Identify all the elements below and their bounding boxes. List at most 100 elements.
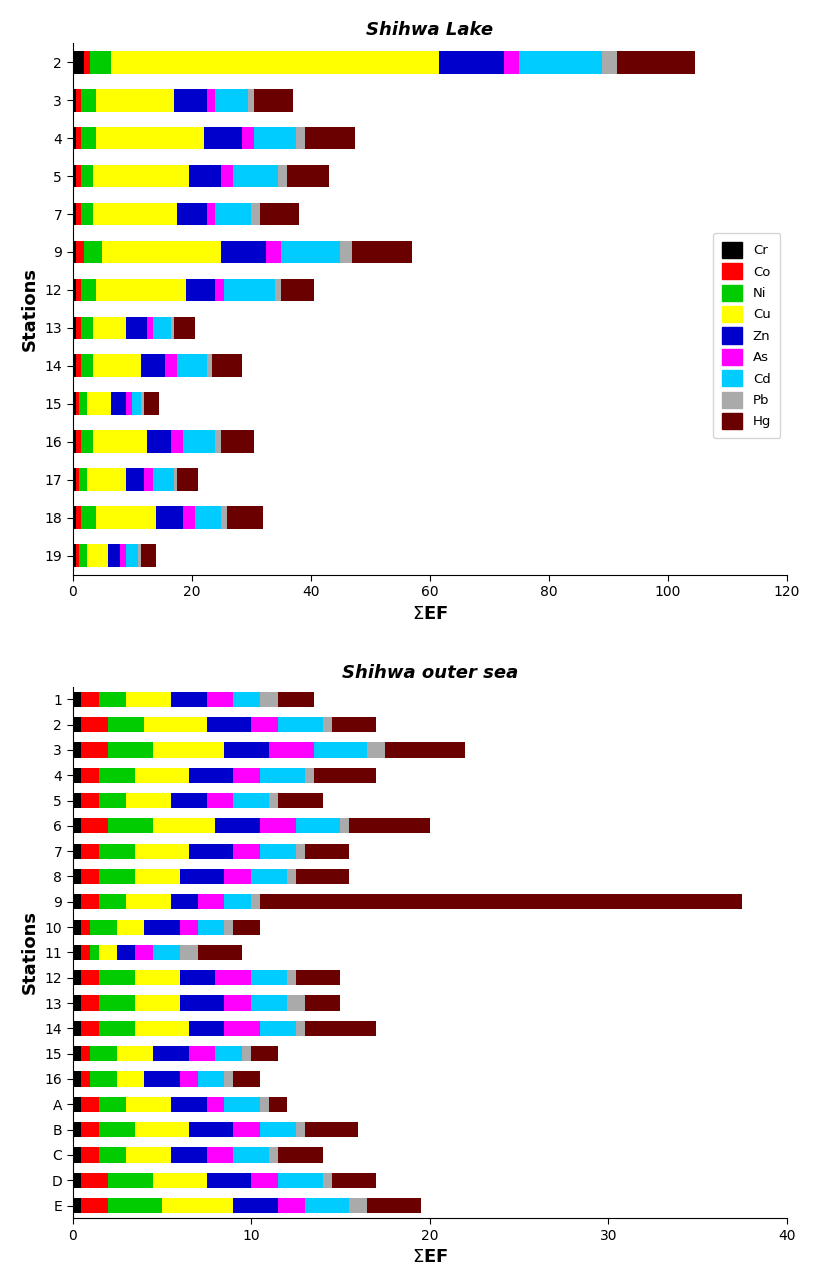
Bar — [251, 717, 278, 732]
Bar — [519, 50, 603, 73]
Bar — [162, 1198, 233, 1214]
Bar — [94, 165, 189, 188]
Y-axis label: Stations: Stations — [21, 910, 39, 995]
Bar — [215, 202, 251, 225]
Bar — [180, 945, 198, 960]
Bar — [251, 1046, 278, 1062]
Bar — [81, 945, 90, 960]
Bar — [260, 691, 278, 707]
Bar — [233, 1071, 260, 1086]
Bar — [126, 1147, 171, 1162]
Bar — [79, 393, 88, 416]
Bar — [305, 1021, 376, 1036]
Bar — [81, 317, 94, 340]
Bar — [222, 165, 233, 188]
Bar — [108, 717, 144, 732]
Bar — [81, 89, 96, 112]
Bar — [81, 1021, 99, 1036]
Bar — [233, 767, 260, 782]
Bar — [99, 767, 135, 782]
Bar — [81, 1172, 108, 1188]
Bar — [153, 743, 224, 758]
Bar — [76, 430, 81, 453]
Bar — [251, 970, 287, 986]
Bar — [195, 506, 222, 529]
Bar — [81, 819, 108, 834]
Bar — [144, 919, 180, 934]
Bar — [251, 894, 260, 910]
Bar — [76, 126, 81, 149]
Bar — [81, 995, 99, 1010]
Bar — [108, 544, 120, 568]
Bar — [352, 241, 412, 264]
Bar — [99, 995, 135, 1010]
Bar — [96, 126, 204, 149]
Bar — [76, 354, 81, 377]
Bar — [81, 1097, 99, 1112]
Bar — [617, 50, 695, 73]
Bar — [81, 869, 99, 884]
Bar — [126, 317, 147, 340]
Bar — [72, 869, 81, 884]
Bar — [281, 278, 314, 301]
Bar — [207, 1147, 233, 1162]
Bar — [207, 1097, 224, 1112]
Bar — [72, 506, 76, 529]
Bar — [314, 743, 367, 758]
Bar — [90, 945, 99, 960]
Bar — [99, 691, 126, 707]
Bar — [260, 202, 299, 225]
Bar — [171, 430, 183, 453]
Bar — [120, 544, 126, 568]
Bar — [72, 717, 81, 732]
Bar — [180, 995, 224, 1010]
Bar — [72, 89, 76, 112]
Bar — [94, 202, 177, 225]
Bar — [255, 89, 293, 112]
Bar — [112, 393, 126, 416]
Bar — [171, 1147, 207, 1162]
Bar — [224, 743, 269, 758]
Bar — [81, 506, 96, 529]
Bar — [207, 354, 213, 377]
Bar — [99, 843, 135, 858]
Bar — [287, 869, 296, 884]
Bar — [171, 691, 207, 707]
Bar — [85, 241, 103, 264]
Bar — [81, 354, 94, 377]
Bar — [323, 717, 332, 732]
Bar — [135, 843, 189, 858]
Bar — [269, 793, 278, 808]
Bar — [281, 241, 341, 264]
Bar — [81, 1198, 108, 1214]
Bar — [72, 819, 81, 834]
Bar — [90, 50, 112, 73]
Bar — [180, 869, 224, 884]
Bar — [126, 1097, 171, 1112]
Bar — [207, 717, 251, 732]
Bar — [296, 843, 305, 858]
Bar — [81, 717, 108, 732]
Bar — [72, 50, 85, 73]
Bar — [207, 793, 233, 808]
X-axis label: $\Sigma$EF: $\Sigma$EF — [411, 1248, 448, 1266]
Bar — [305, 126, 355, 149]
Bar — [242, 126, 255, 149]
Bar — [233, 919, 260, 934]
Bar — [233, 843, 260, 858]
Bar — [76, 278, 81, 301]
Bar — [177, 202, 207, 225]
Bar — [81, 970, 99, 986]
Bar — [135, 945, 153, 960]
Bar — [138, 544, 141, 568]
Bar — [117, 1046, 153, 1062]
Bar — [99, 894, 126, 910]
Bar — [233, 691, 260, 707]
Bar — [94, 430, 147, 453]
Bar — [323, 1172, 332, 1188]
Bar — [224, 919, 233, 934]
Bar — [72, 1046, 81, 1062]
Bar — [233, 165, 278, 188]
Bar — [141, 544, 156, 568]
Bar — [198, 919, 224, 934]
